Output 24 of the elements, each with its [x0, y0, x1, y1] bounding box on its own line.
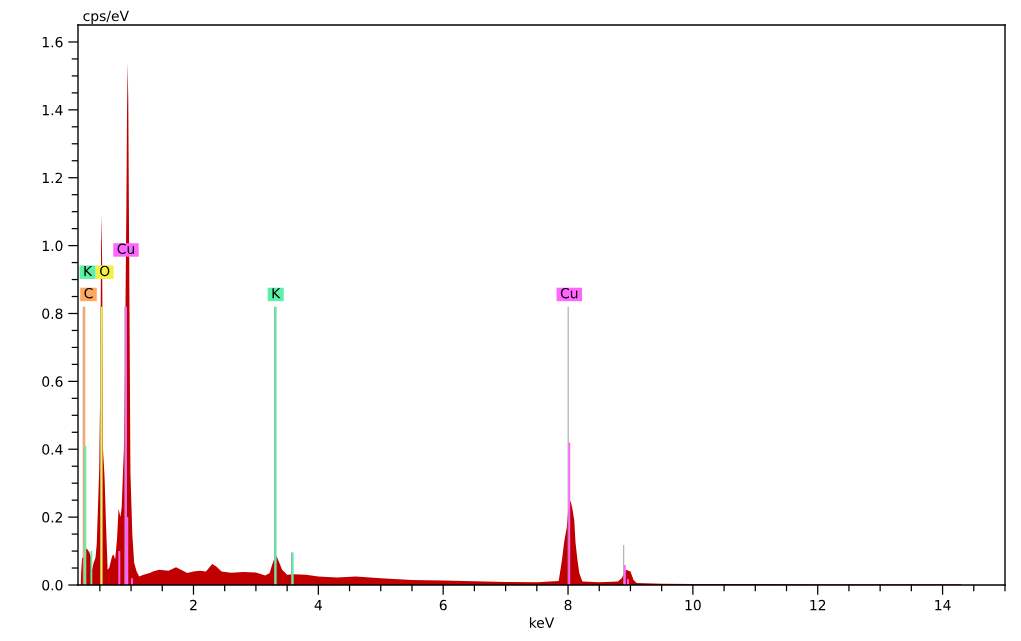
x-tick-label: 2	[190, 599, 197, 611]
text: Cu	[117, 243, 134, 255]
y-tick-label: 1.2	[42, 172, 63, 183]
text: K	[84, 265, 93, 277]
x-tick-label: 14	[935, 600, 951, 611]
y-tick-label: 1.4	[42, 105, 63, 116]
y-tick-label: 0.2	[42, 512, 63, 523]
x-axis-title: keV	[529, 617, 555, 628]
y-tick-label: 1.6	[42, 36, 63, 48]
x-tick-label: 8	[564, 599, 572, 611]
series-label: C	[84, 287, 93, 299]
y-tick-label: 0.8	[42, 308, 63, 319]
y-tick-label: 1.0	[42, 240, 63, 252]
y-axis-title: cps/eV	[83, 10, 129, 24]
x-tick-label: 6	[439, 599, 447, 611]
x-tick-label: 4	[314, 600, 322, 611]
y-tick-label: 0.4	[42, 444, 63, 455]
x-tick-label: 12	[810, 599, 826, 611]
text: Cu	[560, 287, 578, 299]
text: O	[100, 265, 110, 277]
x-tick-label: 10	[685, 599, 701, 611]
series-label: K	[272, 288, 281, 299]
y-tick-label: 0.0	[42, 579, 63, 591]
y-tick-label: 0.6	[42, 376, 63, 387]
